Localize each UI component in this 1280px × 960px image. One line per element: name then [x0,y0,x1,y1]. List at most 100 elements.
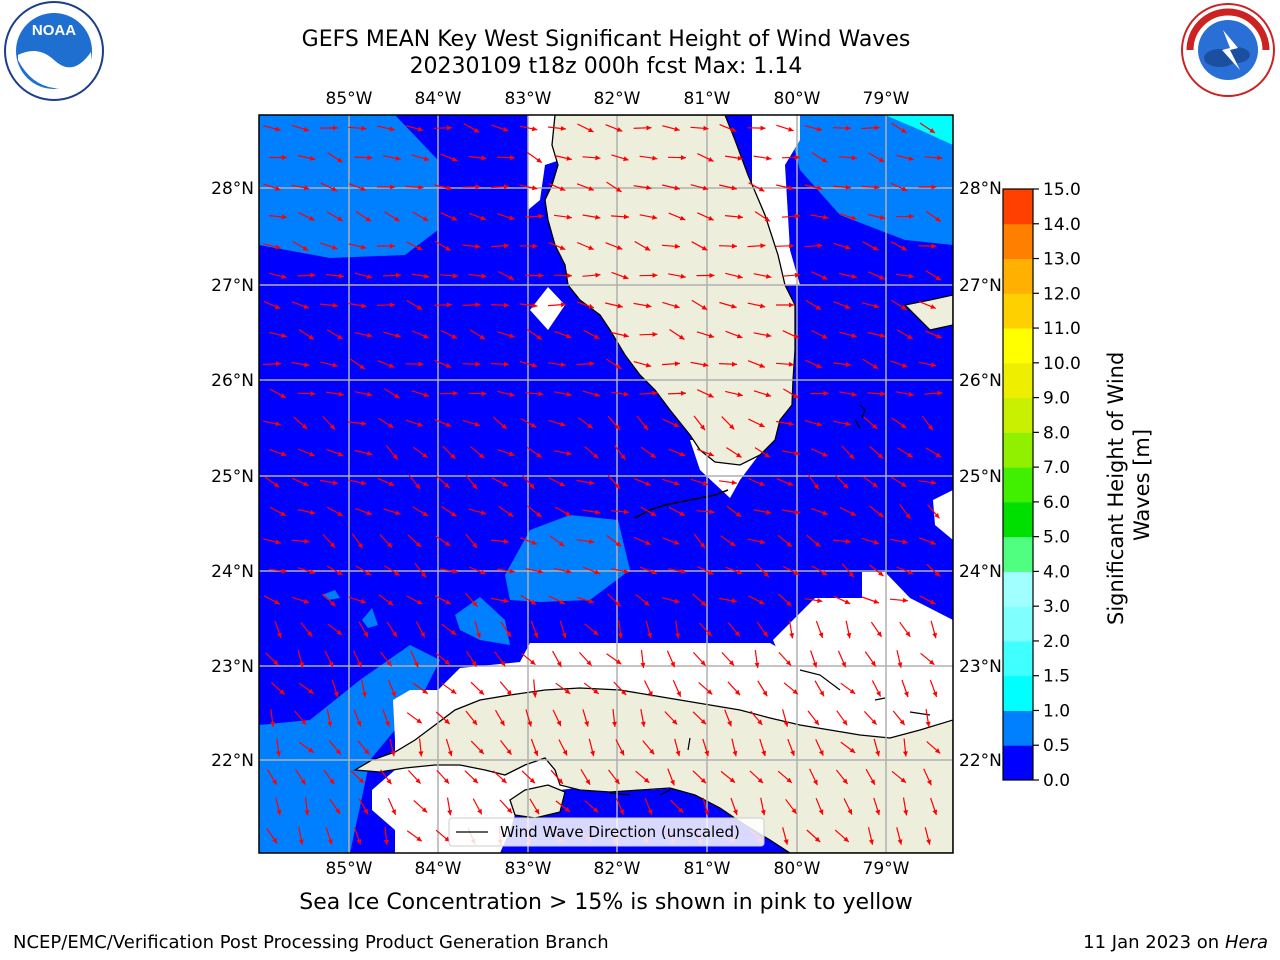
wave-direction-arrow [263,300,281,310]
wave-direction-arrow [445,738,453,757]
wave-direction-arrow [618,620,623,639]
lon-tick-label: 85°W [326,859,373,879]
wave-direction-arrow [662,478,680,486]
wave-direction-arrow [919,122,936,134]
wave-direction-arrow [613,681,627,696]
wave-direction-arrow [753,390,772,398]
wave-direction-arrow [576,596,595,604]
wave-direction-arrow [753,509,772,515]
wave-direction-arrow [304,797,310,816]
wave-direction-arrow [690,361,709,368]
wave-direction-arrow [725,155,743,161]
wave-direction-arrow [835,475,849,489]
wave-direction-arrow [747,302,766,309]
wave-direction-arrow [297,508,316,515]
axis-labels: 85°W 85°W 84°W 84°W 83°W 83°W 82°W 82°W 81°W 81°W… [211,89,1002,879]
wave-direction-arrow [350,770,365,784]
wave-direction-arrow [697,212,714,221]
wave-direction-arrow [435,475,451,489]
cuba-land [352,687,953,853]
wave-direction-arrow [836,710,848,726]
colorbar-tick-label: 2.0 [1043,632,1070,652]
lon-tick-label: 83°W [505,89,552,109]
wave-direction-arrow [615,739,625,756]
wave-direction-arrow [383,827,389,845]
wave-direction-arrow [353,827,362,845]
wave-direction-arrow [522,474,535,490]
wave-direction-arrow [698,682,713,695]
lon-tick-label: 80°W [774,859,821,879]
wave-direction-arrow [662,301,680,309]
wave-direction-arrow [901,679,909,698]
wave-direction-arrow [862,241,879,251]
wave-direction-arrow [320,361,338,368]
wave-direction-arrow [498,505,514,518]
wave-direction-arrow [809,768,818,786]
wave-direction-arrow [274,620,282,639]
colorbar-segment [1003,536,1033,572]
wave-direction-arrow [776,124,794,132]
wave-direction-arrow [839,331,857,338]
wave-direction-arrow [434,240,452,252]
wave-direction-arrow [861,184,880,190]
wave-direction-arrow [297,567,316,575]
wave-direction-arrow [550,769,564,785]
wave-direction-arrow [490,243,510,249]
wave-direction-arrow [470,740,485,755]
wave-direction-arrow [918,480,937,485]
lon-tick-label: 82°W [594,859,641,879]
wave-direction-arrow [690,184,709,191]
wave-direction-arrow [868,152,885,163]
colorbar: 0.0 0.5 1.0 1.5 2.0 3.0 4.0 5.0 6.0 7.0 8.0 9.0 10.0… [1002,180,1081,791]
wave-direction-arrow [926,741,941,754]
wave-direction-arrow [890,299,908,311]
wave-direction-arrow [918,243,937,249]
wave-direction-arrow [588,738,595,757]
wave-direction-arrow [781,154,801,160]
wave-direction-arrow [839,272,857,279]
wave-direction-arrow [696,273,715,278]
wave-direction-arrow [782,565,800,576]
wave-direction-arrow [666,650,676,668]
wave-direction-arrow [324,650,334,668]
wave-direction-arrow [584,623,599,636]
wave-direction-arrow [348,183,367,191]
wave-direction-arrow [833,420,851,427]
wave-direction-arrow [664,711,678,725]
colorbar-tick-label: 0.0 [1043,771,1070,791]
wave-direction-arrow [834,829,850,843]
wave-direction-arrow [382,272,402,278]
wave-direction-arrow [921,415,934,431]
wave-direction-arrow [415,621,426,638]
florida-land [544,115,796,466]
wave-direction-arrow [633,302,652,309]
wave-direction-arrow [497,568,515,574]
wave-direction-arrow [357,740,370,755]
wave-direction-arrow [805,299,822,311]
lat-tick-label: 28°N [959,179,1002,199]
wave-direction-arrow [690,125,709,131]
wave-direction-arrow [441,682,457,695]
wave-direction-arrow [889,597,909,603]
wave-direction-arrow [783,682,799,695]
colorbar-segment [1003,432,1033,468]
colorbar-tick-label: 8.0 [1043,423,1070,443]
lon-tick-label: 79°W [863,859,910,879]
wave-direction-arrow [696,509,715,515]
wave-direction-arrow [925,709,931,727]
wave-direction-arrow [672,680,682,697]
lon-tick-label: 82°W [594,89,641,109]
wave-direction-arrow [661,243,681,249]
wave-direction-arrow [554,391,572,397]
wave-direction-arrow [468,508,487,515]
wave-direction-arrow [839,506,857,517]
wave-direction-arrow [896,447,914,458]
wave-direction-arrow [411,273,430,279]
wave-direction-arrow [549,535,565,547]
wave-direction-arrow [500,621,512,638]
wave-direction-arrow [414,563,427,578]
wave-direction-arrow [782,827,789,845]
wave-direction-arrow [548,126,566,131]
colorbar-segment [1003,258,1033,294]
wave-direction-arrow [519,303,538,308]
